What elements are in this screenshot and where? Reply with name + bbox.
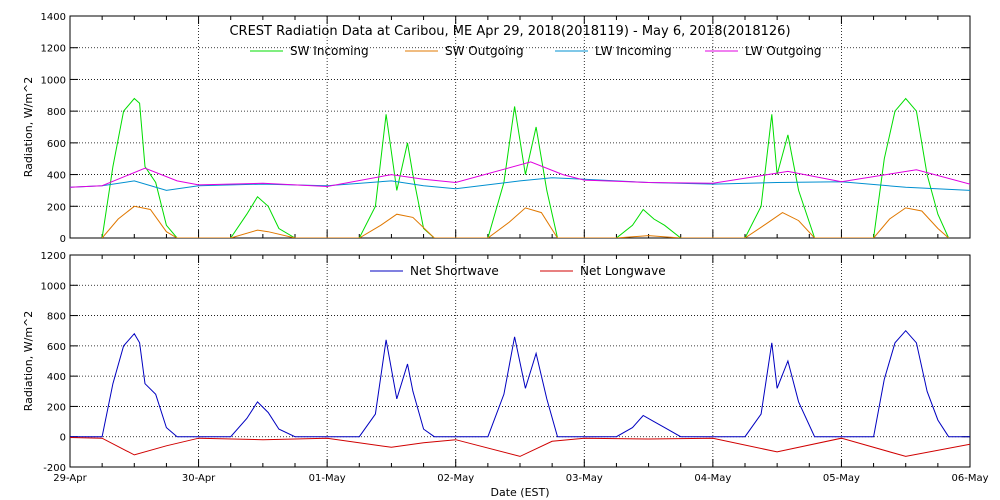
legend-label-lw-outgoing: LW Outgoing xyxy=(745,44,822,58)
y-tick-label: 1400 xyxy=(41,12,66,23)
legend-label-sw-incoming: SW Incoming xyxy=(290,44,369,58)
y-axis-title: Radiation, W/m^2 xyxy=(22,77,35,178)
series-line-net-shortwave xyxy=(70,329,970,438)
legend-label-sw-outgoing: SW Outgoing xyxy=(445,44,524,58)
series-line-net-longwave xyxy=(70,437,970,457)
series-line-sw-incoming xyxy=(101,97,950,238)
x-tick-label: 04-May xyxy=(694,473,731,484)
y-tick-label: 200 xyxy=(47,202,66,213)
legend-label-lw-incoming: LW Incoming xyxy=(595,44,672,58)
bottom-panel: -200 0 200 400 600 800 1000 1200 Radiation, W/m^… xyxy=(22,251,989,499)
series-line-lw-outgoing xyxy=(70,161,970,188)
y-tick-label: 0 xyxy=(60,234,66,245)
y-tick-label: 200 xyxy=(47,402,66,413)
x-tick-label: 05-May xyxy=(823,473,860,484)
y-axis-title: Radiation, W/m^2 xyxy=(22,311,35,412)
y-tick-label: 0 xyxy=(60,433,66,444)
y-tick-label: 1000 xyxy=(41,75,66,86)
y-tick-label: 800 xyxy=(47,312,66,323)
x-axis-title: Date (EST) xyxy=(490,486,549,499)
y-tick-label: 1000 xyxy=(41,281,66,292)
y-tick-label: 600 xyxy=(47,342,66,353)
x-tick-label: 29-Apr xyxy=(53,473,87,484)
x-tick-label: 01-May xyxy=(309,473,346,484)
legend-label-net-longwave: Net Longwave xyxy=(580,264,666,278)
y-tick-label: 800 xyxy=(47,107,66,118)
x-tick-label: 30-Apr xyxy=(182,473,216,484)
y-tick-label: -200 xyxy=(43,463,66,474)
chart-title: CREST Radiation Data at Caribou, ME Apr … xyxy=(229,24,790,39)
y-tick-label: 600 xyxy=(47,139,66,150)
y-tick-label: 400 xyxy=(47,372,66,383)
x-tick-label: 02-May xyxy=(437,473,474,484)
y-tick-label: 1200 xyxy=(41,44,66,55)
y-tick-label: 1200 xyxy=(41,251,66,262)
y-tick-label: 400 xyxy=(47,171,66,182)
legend-label-net-shortwave: Net Shortwave xyxy=(410,264,499,278)
x-tick-label: 03-May xyxy=(566,473,603,484)
series-line-sw-outgoing xyxy=(101,205,949,238)
x-tick-label: 06-May xyxy=(951,473,988,484)
top-panel: 0 200 400 600 800 1000 1200 1400 Radiation, W/m^… xyxy=(22,12,971,245)
series-line-lw-incoming xyxy=(70,177,970,191)
